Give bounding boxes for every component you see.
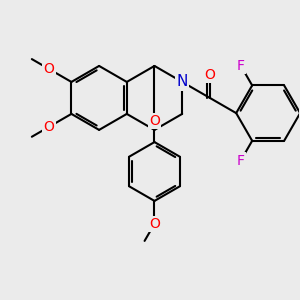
Text: F: F [237, 154, 245, 168]
Text: O: O [149, 114, 160, 128]
Text: N: N [176, 74, 188, 89]
Text: O: O [44, 120, 54, 134]
Text: O: O [44, 62, 54, 76]
Text: O: O [204, 68, 215, 82]
Text: F: F [237, 58, 245, 73]
Text: O: O [149, 217, 160, 231]
